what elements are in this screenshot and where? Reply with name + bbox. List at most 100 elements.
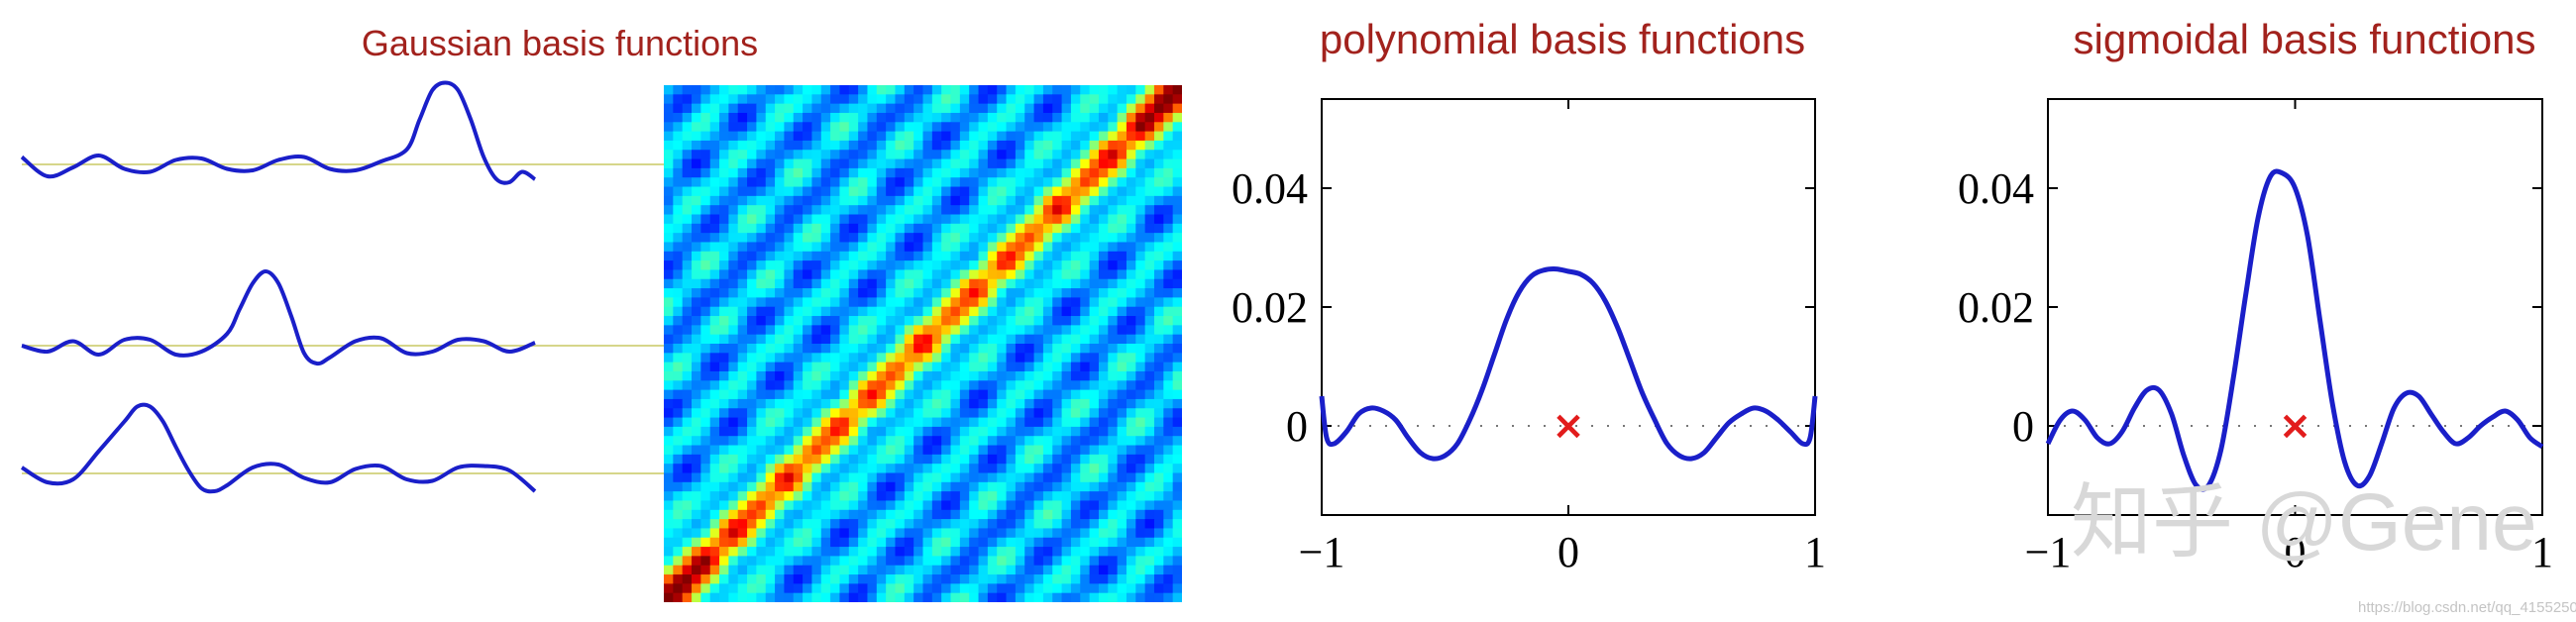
heatmap-cell [858, 574, 869, 584]
heatmap-cell [1006, 214, 1017, 225]
heatmap-cell [848, 436, 859, 447]
heatmap-cell [728, 362, 739, 372]
heatmap-cell [1033, 464, 1044, 474]
heatmap-cell [876, 547, 887, 557]
heatmap-cell [820, 112, 831, 123]
heatmap-cell [858, 353, 869, 363]
heatmap-cell [1006, 242, 1017, 253]
heatmap-cell [747, 547, 757, 557]
heatmap-cell [728, 500, 739, 511]
heatmap-cell [839, 150, 850, 160]
heatmap-cell [1135, 389, 1146, 400]
heatmap-cell [886, 565, 897, 575]
heatmap-cell [941, 556, 952, 567]
heatmap-cell [1117, 233, 1127, 244]
heatmap-cell [959, 574, 970, 584]
heatmap-cell [1006, 167, 1017, 178]
heatmap-cell [997, 325, 1008, 336]
heatmap-cell [692, 417, 701, 428]
heatmap-cell [1024, 103, 1035, 114]
heatmap-cell [848, 112, 859, 123]
heatmap-cell [931, 242, 942, 253]
heatmap-cell [1135, 269, 1146, 280]
heatmap-cell [1052, 592, 1063, 602]
heatmap-cell [1015, 556, 1025, 567]
heatmap-cell [1033, 583, 1044, 594]
heatmap-cell [950, 167, 961, 178]
heatmap-cell [848, 362, 859, 372]
heatmap-cell [830, 94, 841, 105]
heatmap-cell [747, 528, 757, 539]
heatmap-cell [765, 242, 776, 253]
heatmap-cell [858, 306, 869, 317]
heatmap-cell [709, 122, 720, 133]
heatmap-cell [848, 519, 859, 530]
heatmap-cell [876, 122, 887, 133]
heatmap-cell [830, 251, 841, 261]
heatmap-cell [1144, 334, 1155, 345]
heatmap-cell [784, 316, 795, 326]
heatmap-cell [793, 269, 804, 280]
heatmap-cell [858, 316, 869, 326]
heatmap-cell [784, 85, 795, 95]
heatmap-cell [1163, 370, 1174, 381]
heatmap-cell [830, 205, 841, 216]
heatmap-cell [682, 389, 693, 400]
heatmap-cell [1126, 167, 1136, 178]
heatmap-cell [848, 398, 859, 409]
heatmap-cell [867, 316, 878, 326]
heatmap-cell [1126, 362, 1136, 372]
heatmap-cell [1117, 334, 1127, 345]
heatmap-cell [719, 131, 729, 142]
heatmap-cell [673, 316, 684, 326]
heatmap-cell [1117, 297, 1127, 308]
heatmap-cell [803, 528, 813, 539]
heatmap-cell [830, 528, 841, 539]
heatmap-cell [1153, 195, 1164, 206]
polynomial-ytick-label: 0.02 [1232, 283, 1308, 332]
heatmap-cell [987, 278, 998, 289]
heatmap-cell [1033, 150, 1044, 160]
heatmap-cell [904, 122, 914, 133]
heatmap-cell [1098, 481, 1109, 492]
heatmap-cell [709, 528, 720, 539]
heatmap-cell [997, 140, 1008, 151]
heatmap-cell [664, 528, 674, 539]
heatmap-cell [1080, 158, 1091, 169]
heatmap-cell [931, 177, 942, 188]
heatmap-cell [839, 251, 850, 261]
heatmap-cell [1135, 251, 1146, 261]
heatmap-cell [719, 242, 729, 253]
heatmap-cell [1052, 288, 1063, 298]
heatmap-cell [1153, 380, 1164, 391]
polynomial-axes-box [1321, 98, 1816, 516]
heatmap-cell [737, 583, 748, 594]
heatmap-cell [1108, 583, 1119, 594]
heatmap-cell [692, 158, 701, 169]
heatmap-cell [922, 408, 933, 419]
heatmap-cell [793, 122, 804, 133]
heatmap-cell [709, 417, 720, 428]
heatmap-cell [793, 389, 804, 400]
heatmap-cell [1163, 334, 1174, 345]
heatmap-cell [1135, 565, 1146, 575]
heatmap-cell [728, 454, 739, 465]
heatmap-cell [1172, 269, 1182, 280]
heatmap-cell [978, 464, 989, 474]
heatmap-cell [1015, 481, 1025, 492]
heatmap-cell [876, 472, 887, 483]
heatmap-cell [747, 592, 757, 602]
heatmap-cell [1024, 380, 1035, 391]
heatmap-cell [997, 464, 1008, 474]
heatmap-cell [1117, 306, 1127, 317]
heatmap-cell [765, 491, 776, 502]
heatmap-cell [941, 509, 952, 520]
heatmap-cell [969, 140, 980, 151]
heatmap-cell [997, 426, 1008, 437]
heatmap-cell [987, 519, 998, 530]
heatmap-cell [682, 325, 693, 336]
heatmap-cell [737, 574, 748, 584]
heatmap-cell [867, 565, 878, 575]
heatmap-cell [1080, 528, 1091, 539]
